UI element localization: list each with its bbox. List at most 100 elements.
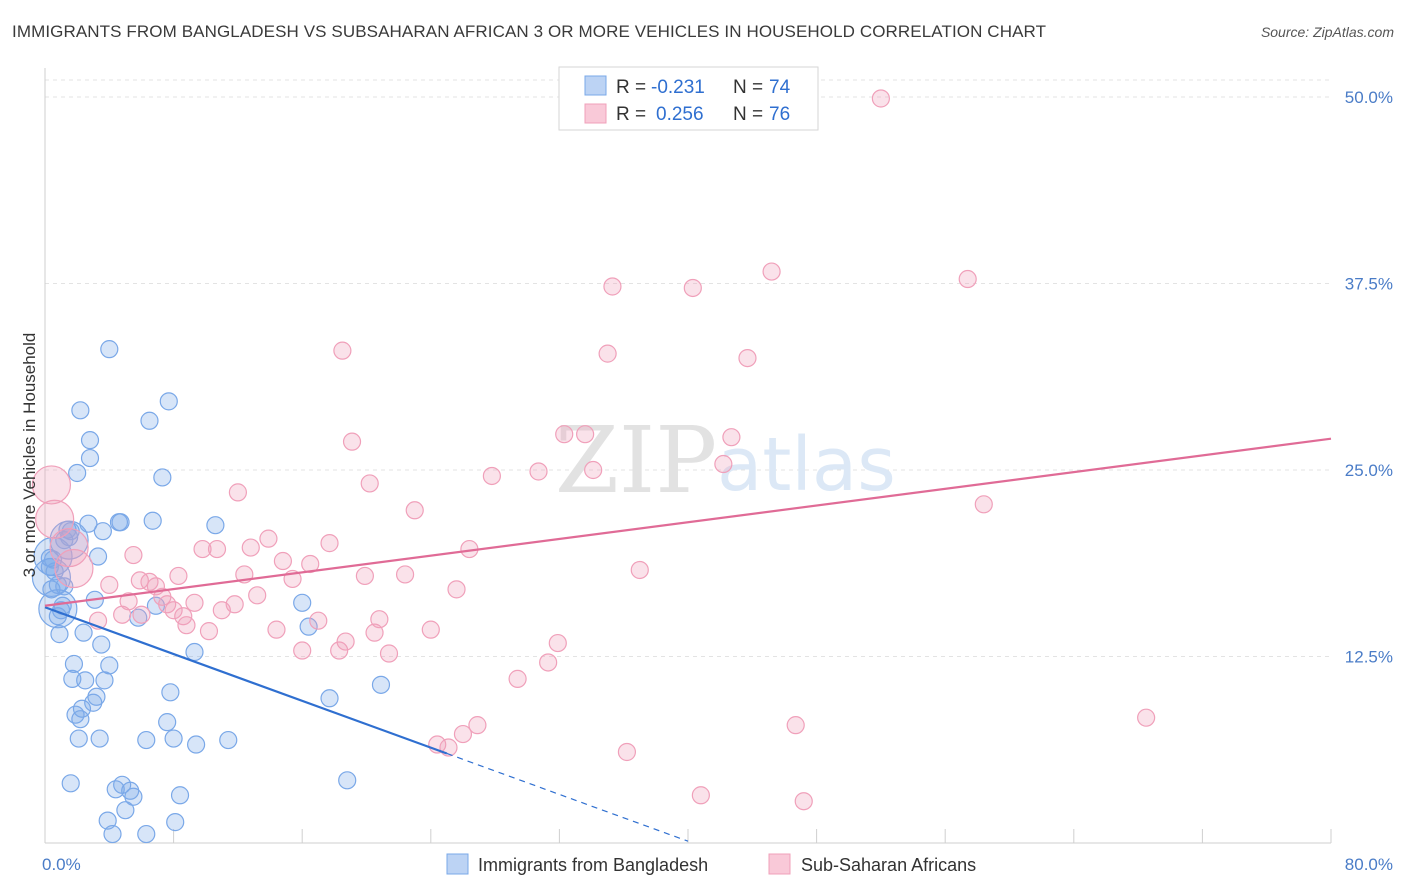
data-point-1-15 bbox=[185, 593, 204, 612]
data-point-0-61 bbox=[185, 642, 204, 662]
axis-ticks: 12.5% 25.0% 37.5% 50.0% 0.0% 80.0% bbox=[42, 88, 1393, 874]
data-point-1-60 bbox=[603, 277, 622, 296]
data-point-1-61 bbox=[617, 742, 637, 762]
trend-line-subsaharan bbox=[44, 437, 1332, 607]
x-tick-label-left: 0.0% bbox=[42, 855, 81, 874]
data-point-0-25 bbox=[76, 671, 95, 690]
watermark-atlas: atlas bbox=[717, 422, 896, 508]
data-point-1-39 bbox=[365, 623, 384, 642]
data-point-0-26 bbox=[79, 514, 98, 533]
legend-n-label-1: N = bbox=[733, 77, 763, 98]
data-point-1-65 bbox=[714, 454, 733, 474]
data-point-1-58 bbox=[584, 460, 603, 480]
trend-line-bangladesh bbox=[44, 606, 448, 755]
watermark-zip: ZIP bbox=[555, 407, 717, 514]
data-point-1-34 bbox=[333, 341, 352, 360]
data-point-0-59 bbox=[166, 813, 185, 832]
data-point-1-44 bbox=[421, 620, 440, 639]
legend-r-value-1: -0.231 bbox=[651, 77, 705, 98]
data-point-0-54 bbox=[153, 468, 172, 487]
data-point-1-42 bbox=[395, 565, 415, 584]
data-point-0-67 bbox=[320, 689, 339, 708]
data-point-0-33 bbox=[90, 729, 109, 748]
data-point-1-43 bbox=[405, 501, 424, 520]
legend-n-value-1: 74 bbox=[769, 77, 791, 98]
data-point-1-41 bbox=[379, 644, 399, 663]
data-point-large-1-0 bbox=[31, 465, 72, 505]
data-point-0-24 bbox=[74, 623, 93, 642]
data-point-1-64 bbox=[691, 786, 710, 805]
data-point-1-48 bbox=[453, 724, 473, 744]
data-point-1-73 bbox=[974, 495, 993, 514]
data-point-1-72 bbox=[958, 269, 977, 289]
bottom-legend-swatch-pink bbox=[768, 853, 791, 875]
data-point-1-69 bbox=[786, 716, 805, 735]
data-point-1-25 bbox=[259, 529, 278, 548]
y-tick-label-0: 12.5% bbox=[1345, 648, 1393, 667]
data-point-1-3 bbox=[119, 592, 138, 611]
data-point-0-37 bbox=[98, 811, 117, 830]
data-point-1-17 bbox=[199, 622, 219, 641]
data-point-0-23 bbox=[72, 699, 92, 718]
data-point-0-7 bbox=[50, 625, 69, 644]
y-tick-label-2: 37.5% bbox=[1345, 275, 1393, 294]
y-axis-label: 3 or more Vehicles in Household bbox=[20, 333, 39, 578]
data-point-1-20 bbox=[225, 595, 244, 614]
correlation-legend: R = -0.231 N = 74 R = 0.256 N = 76 bbox=[558, 66, 819, 131]
data-point-0-19 bbox=[68, 463, 87, 483]
data-point-1-18 bbox=[207, 539, 227, 559]
data-point-1-52 bbox=[508, 669, 527, 688]
data-point-0-56 bbox=[159, 392, 178, 411]
data-point-1-53 bbox=[529, 462, 548, 481]
data-point-1-63 bbox=[683, 278, 702, 298]
trend-line-bangladesh-extension bbox=[446, 752, 689, 842]
data-point-0-39 bbox=[100, 340, 119, 359]
series-legend: Immigrants from Bangladesh Sub-Saharan A… bbox=[446, 853, 976, 875]
bottom-legend-label-pink: Sub-Saharan Africans bbox=[801, 855, 976, 875]
data-point-1-33 bbox=[330, 641, 349, 660]
data-point-1-47 bbox=[447, 580, 466, 599]
data-point-0-47 bbox=[124, 787, 143, 806]
data-point-0-20 bbox=[69, 729, 88, 748]
data-point-0-31 bbox=[87, 687, 106, 706]
legend-r-label-1: R = bbox=[616, 77, 646, 98]
data-point-1-6 bbox=[132, 605, 151, 624]
data-point-1-59 bbox=[598, 344, 617, 363]
data-point-large-1-3 bbox=[54, 548, 94, 589]
data-point-0-38 bbox=[100, 656, 119, 675]
x-tick-label-right: 80.0% bbox=[1345, 855, 1393, 874]
data-point-large-1-2 bbox=[49, 527, 89, 568]
data-point-0-22 bbox=[71, 401, 90, 420]
legend-n-value-2: 76 bbox=[769, 104, 790, 125]
series-subsaharan-points bbox=[31, 89, 1156, 811]
data-point-0-51 bbox=[140, 411, 159, 430]
data-point-1-30 bbox=[301, 554, 320, 574]
data-point-0-35 bbox=[93, 522, 112, 541]
data-point-1-11 bbox=[164, 601, 183, 620]
data-point-0-28 bbox=[80, 448, 100, 468]
data-point-1-67 bbox=[738, 349, 757, 368]
legend-swatch-blue bbox=[584, 75, 607, 96]
data-point-0-60 bbox=[170, 786, 190, 805]
legend-n-label-2: N = bbox=[733, 104, 763, 125]
data-point-1-66 bbox=[722, 428, 741, 447]
data-point-0-11 bbox=[55, 531, 74, 550]
data-point-1-71 bbox=[871, 89, 891, 108]
data-point-1-74 bbox=[1137, 708, 1156, 727]
data-point-0-55 bbox=[158, 713, 177, 732]
data-point-1-55 bbox=[548, 633, 567, 653]
axes bbox=[44, 68, 1332, 844]
data-point-1-23 bbox=[241, 538, 260, 557]
y-tick-label-3: 50.0% bbox=[1345, 88, 1393, 107]
data-point-0-27 bbox=[80, 431, 100, 450]
data-point-1-24 bbox=[248, 586, 267, 605]
data-point-1-4 bbox=[124, 545, 143, 565]
data-point-0-17 bbox=[64, 654, 84, 674]
data-point-1-5 bbox=[130, 571, 149, 590]
data-point-0-57 bbox=[161, 683, 180, 702]
data-point-0-58 bbox=[164, 729, 183, 748]
data-point-0-49 bbox=[137, 730, 156, 750]
data-point-0-69 bbox=[371, 675, 391, 694]
data-point-1-37 bbox=[355, 566, 374, 586]
data-point-0-50 bbox=[137, 824, 156, 844]
